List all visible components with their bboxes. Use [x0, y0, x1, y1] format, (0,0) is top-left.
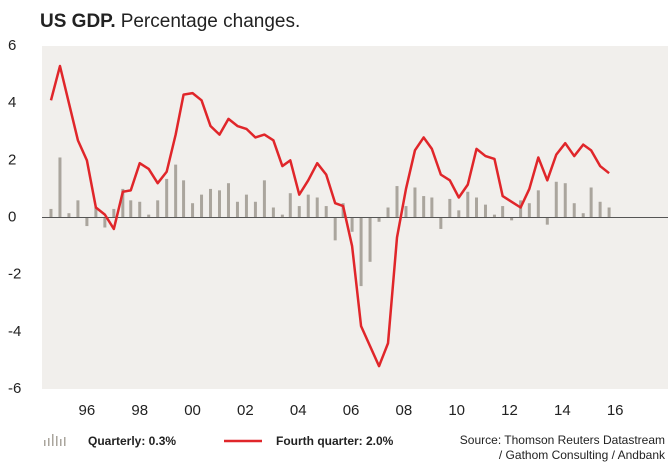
- legend-label: Fourth quarter: 2.0%: [276, 434, 394, 448]
- bar: [519, 200, 523, 218]
- bar: [191, 203, 195, 218]
- bar: [466, 191, 470, 218]
- bar: [359, 217, 363, 287]
- x-tick-label: 10: [448, 402, 465, 419]
- source-note: / Gathom Consulting / Andbank: [499, 448, 666, 462]
- y-tick-label: 6: [8, 37, 16, 54]
- bar: [235, 201, 239, 218]
- y-tick-label: 0: [8, 208, 16, 225]
- bar: [598, 201, 602, 218]
- bar: [333, 217, 337, 241]
- bar: [475, 197, 479, 218]
- bar: [226, 183, 230, 218]
- bar: [262, 180, 266, 218]
- bar: [572, 203, 576, 218]
- bar: [483, 204, 487, 218]
- bar: [200, 194, 204, 218]
- bar: [253, 201, 257, 218]
- bar: [94, 207, 98, 218]
- bar: [85, 217, 89, 227]
- legend-label: Quarterly: 0.3%: [88, 434, 176, 448]
- bar: [536, 190, 540, 218]
- bar: [121, 188, 125, 218]
- bar: [76, 200, 80, 218]
- bar: [439, 217, 443, 229]
- bar: [563, 183, 567, 218]
- bar: [324, 206, 328, 218]
- bar: [209, 188, 213, 218]
- x-tick-label: 02: [237, 402, 254, 419]
- bar: [589, 187, 593, 218]
- x-tick-label: 14: [554, 402, 571, 419]
- bar: [67, 213, 71, 218]
- x-tick-label: 96: [79, 402, 96, 419]
- bar: [306, 194, 310, 218]
- bar: [510, 217, 514, 221]
- bar: [554, 181, 558, 218]
- bar: [49, 208, 53, 218]
- bar: [271, 207, 275, 218]
- bar: [492, 214, 496, 218]
- bar: [545, 217, 549, 225]
- bar: [138, 201, 142, 218]
- bar: [129, 200, 133, 218]
- bar: [165, 178, 169, 218]
- bar: [350, 217, 354, 232]
- bar: [395, 186, 399, 218]
- bar: [581, 213, 585, 218]
- bar: [280, 214, 284, 218]
- bar: [501, 206, 505, 218]
- bar: [368, 217, 372, 262]
- bar: [430, 197, 434, 218]
- source-note: Source: Thomson Reuters Datastream: [460, 433, 665, 447]
- chart-title: US GDP.: [40, 11, 116, 32]
- bar: [103, 217, 107, 228]
- bar: [58, 157, 62, 218]
- x-tick-label: 00: [184, 402, 201, 419]
- bar: [288, 193, 292, 218]
- bar: [448, 198, 452, 218]
- bar: [182, 180, 186, 218]
- bar: [244, 194, 248, 218]
- y-tick-label: -2: [8, 266, 21, 283]
- bar: [607, 207, 611, 218]
- line: [49, 64, 610, 368]
- chart-subtitle: Percentage changes.: [121, 11, 301, 32]
- bar: [404, 206, 408, 218]
- bar: [156, 200, 160, 218]
- bar: [422, 196, 426, 218]
- x-tick-label: 06: [343, 402, 360, 419]
- bar: [413, 187, 417, 218]
- chart-heading: US GDP. Percentage changes.: [40, 11, 300, 32]
- y-tick-label: -6: [8, 380, 21, 397]
- bar: [527, 203, 531, 218]
- x-tick-label: 04: [290, 402, 307, 419]
- y-tick-label: 4: [8, 94, 16, 111]
- x-tick-label: 12: [501, 402, 518, 419]
- bar: [315, 197, 319, 218]
- bar: [457, 210, 461, 218]
- y-tick-label: -4: [8, 323, 21, 340]
- legend-bar-icon: [44, 434, 66, 446]
- x-tick-label: 08: [396, 402, 413, 419]
- bar: [112, 208, 116, 218]
- bar: [174, 164, 178, 218]
- y-tick-label: 2: [8, 151, 16, 168]
- bar: [377, 217, 381, 222]
- x-tick-label: 16: [607, 402, 624, 419]
- bar: [297, 206, 301, 218]
- bar: [147, 214, 151, 218]
- x-tick-label: 98: [131, 402, 148, 419]
- bar: [217, 190, 221, 218]
- bar: [386, 207, 390, 218]
